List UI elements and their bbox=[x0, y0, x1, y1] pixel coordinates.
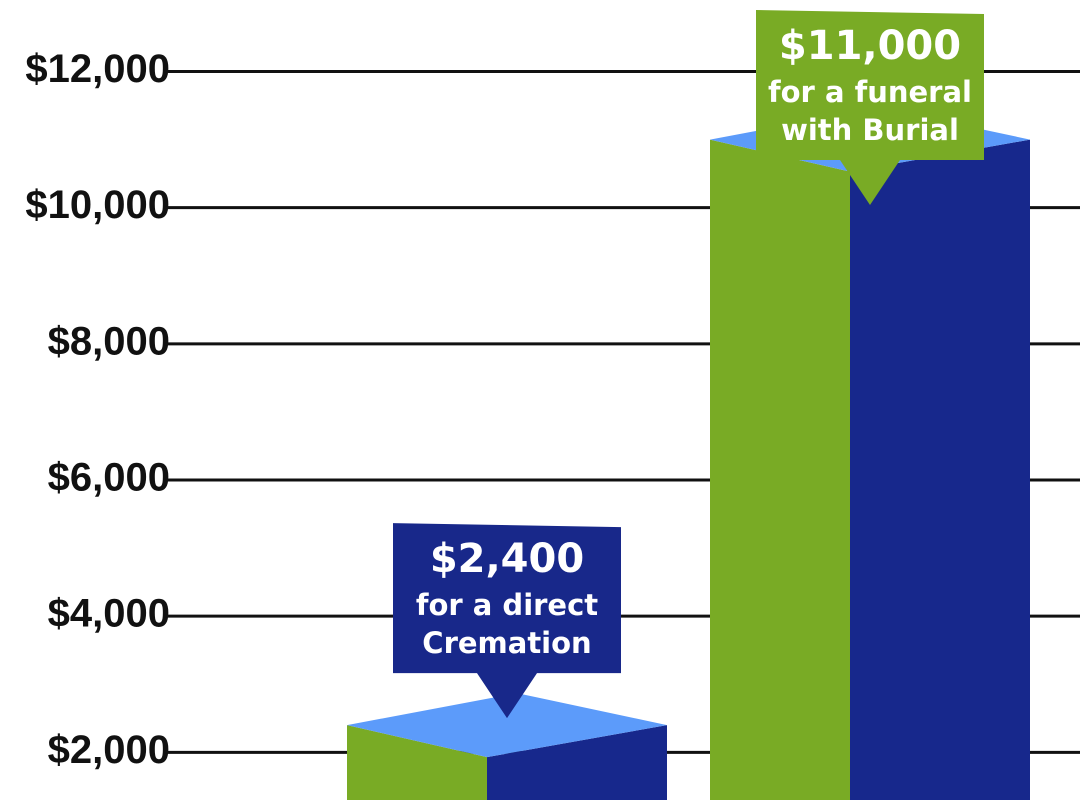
callout-box bbox=[393, 523, 621, 719]
value-label: $2,400 bbox=[430, 536, 584, 582]
y-tick-label: $8,000 bbox=[48, 319, 170, 363]
y-tick-label: $6,000 bbox=[48, 456, 170, 500]
bar-right-face bbox=[487, 725, 667, 800]
y-tick-label: $12,000 bbox=[25, 47, 170, 91]
bar-left-face bbox=[347, 725, 487, 800]
bar-left-face bbox=[710, 139, 850, 800]
annotation: for a funeral bbox=[768, 75, 972, 109]
y-tick-label: $10,000 bbox=[25, 183, 170, 227]
annotation: with Burial bbox=[781, 113, 959, 147]
annotation: Cremation bbox=[422, 626, 591, 660]
bar-top-face bbox=[347, 693, 667, 758]
y-tick-label: $4,000 bbox=[48, 592, 170, 636]
callout-box bbox=[756, 10, 984, 205]
y-tick-label: $2,000 bbox=[48, 728, 170, 772]
annotation: for a direct bbox=[416, 588, 598, 622]
value-label: $11,000 bbox=[779, 23, 961, 69]
bar-right-face bbox=[850, 139, 1030, 800]
